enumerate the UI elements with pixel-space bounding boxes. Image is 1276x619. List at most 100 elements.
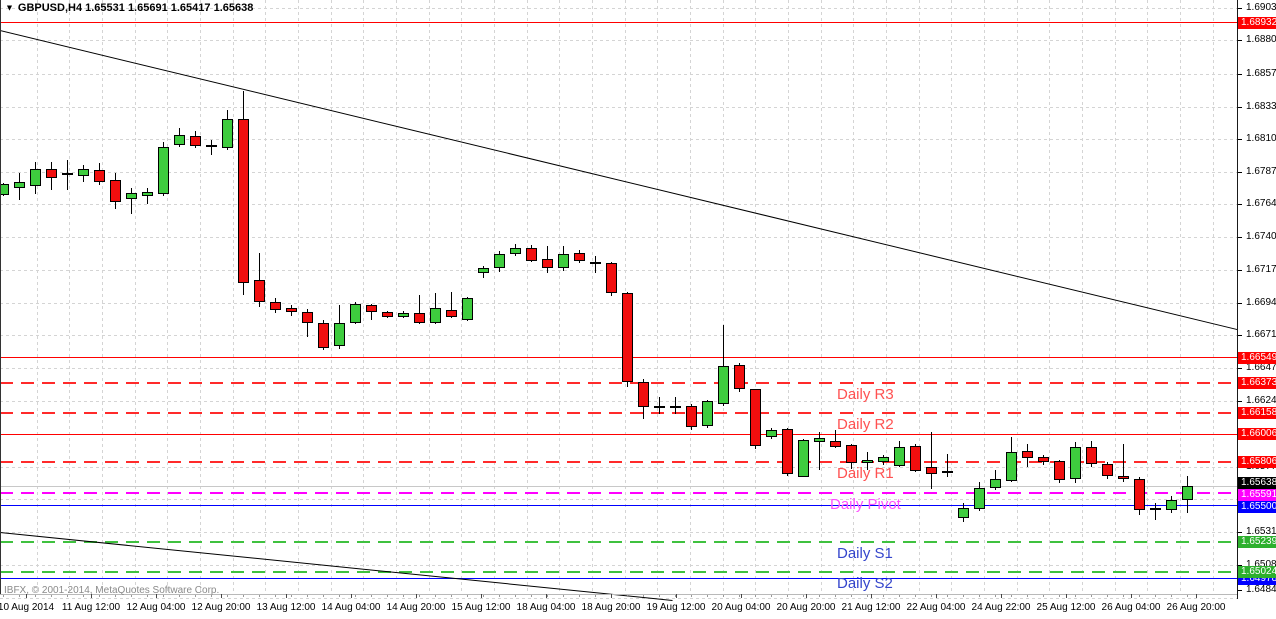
time-minor-tick: [1091, 595, 1092, 597]
time-minor-tick: [771, 595, 772, 597]
vgrid-line: [689, 0, 691, 594]
vgrid-line: [265, 0, 267, 594]
time-minor-tick: [851, 595, 852, 597]
time-minor-tick: [67, 595, 68, 597]
time-minor-tick: [99, 595, 100, 597]
time-minor-tick: [707, 595, 708, 597]
candle-body-up: [429, 307, 441, 323]
vgrid-line: [787, 0, 789, 594]
blue-level-line: [0, 504, 1237, 506]
candle-body-up: [493, 253, 505, 269]
time-minor-tick: [499, 595, 500, 597]
daily-r2-line: [0, 411, 1237, 414]
time-tick: [1066, 594, 1067, 598]
time-minor-tick: [579, 595, 580, 597]
candle-wick: [1154, 503, 1156, 521]
candle-wick: [1122, 444, 1124, 482]
pivot-label-daily-r2: Daily R2: [837, 415, 894, 433]
price-tick: [1238, 138, 1242, 140]
time-minor-tick: [979, 595, 980, 597]
price-tick: [1238, 590, 1242, 591]
time-minor-tick: [1059, 595, 1060, 597]
price-badge: 1.65638: [1238, 477, 1276, 490]
vgrid-line: [1147, 0, 1149, 594]
price-badge: 1.66549: [1238, 351, 1276, 364]
time-tick-label: 14 Aug 04:00: [321, 602, 381, 613]
candle-body-up: [173, 134, 185, 145]
time-tick-label: 22 Aug 04:00: [906, 602, 966, 613]
price-tick: [1238, 368, 1242, 370]
daily-pivot-line: [0, 491, 1237, 494]
time-minor-tick: [211, 595, 212, 597]
candle-body-down: [573, 252, 585, 262]
vgrid-line: [918, 0, 920, 594]
time-minor-tick: [323, 595, 324, 597]
candle-body-down: [1117, 475, 1129, 479]
candle-body-down: [237, 119, 249, 284]
time-minor-tick: [931, 595, 932, 597]
time-minor-tick: [195, 595, 196, 597]
time-minor-tick: [419, 595, 420, 597]
time-minor-tick: [675, 595, 676, 597]
vgrid-line: [493, 0, 495, 594]
candle-doji: [1149, 508, 1161, 511]
symbol-dropdown-icon[interactable]: ▼: [5, 3, 14, 13]
time-minor-tick: [691, 595, 692, 597]
time-minor-tick: [3, 595, 4, 597]
candle-body-up: [893, 447, 905, 467]
price-tick-label: 1.67640: [1246, 198, 1276, 210]
hgrid-line: [0, 172, 1237, 174]
time-tick-label: 11 Aug 12:00: [61, 602, 121, 613]
time-minor-tick: [307, 595, 308, 597]
candle-doji: [669, 406, 681, 408]
time-tick-label: 21 Aug 12:00: [841, 602, 901, 613]
time-tick: [286, 594, 287, 598]
candle-body-up: [717, 366, 729, 405]
price-axis-border: [1237, 0, 1238, 599]
candle-body-down: [1133, 478, 1145, 511]
time-minor-tick: [179, 595, 180, 597]
candle-body-down: [189, 136, 201, 146]
bid-line-line: [0, 485, 1237, 487]
candle-body-up: [141, 191, 153, 196]
candle-body-down: [781, 428, 793, 474]
candle-body-down: [317, 323, 329, 348]
price-tick: [1238, 564, 1242, 566]
candle-body-down: [413, 312, 425, 323]
vgrid-line: [755, 0, 757, 594]
price-tick-label: 1.66940: [1246, 296, 1276, 308]
vgrid-line: [591, 0, 593, 594]
resistance-line-high-line: [0, 22, 1237, 24]
hgrid-line: [0, 368, 1237, 370]
candle-wick: [130, 188, 132, 214]
vgrid-line: [559, 0, 561, 594]
time-minor-tick: [35, 595, 36, 597]
time-tick: [481, 594, 482, 598]
price-tick-label: 1.67175: [1246, 263, 1276, 275]
candle-body-down: [301, 312, 313, 323]
time-minor-tick: [147, 595, 148, 597]
time-minor-tick: [19, 595, 20, 597]
candle-body-down: [45, 168, 57, 179]
time-minor-tick: [163, 595, 164, 597]
vgrid-line: [820, 0, 822, 594]
price-tick-label: 1.68105: [1246, 132, 1276, 144]
candle-body-up: [29, 168, 41, 187]
candle-body-down: [1053, 461, 1065, 481]
time-minor-tick: [403, 595, 404, 597]
time-tick-label: 19 Aug 12:00: [646, 602, 706, 613]
time-minor-tick: [1107, 595, 1108, 597]
candle-body-down: [93, 169, 105, 182]
candle-body-up: [221, 118, 233, 149]
vgrid-line: [1049, 0, 1051, 594]
time-minor-tick: [131, 595, 132, 597]
candle-doji: [941, 471, 953, 474]
symbol-quote-text: GBPUSD,H4 1.65531 1.65691 1.65417 1.6563…: [17, 2, 254, 14]
time-tick: [221, 594, 222, 598]
candle-body-up: [477, 268, 489, 273]
time-tick: [741, 594, 742, 598]
candle-wick: [210, 139, 212, 156]
time-minor-tick: [227, 595, 228, 597]
candle-body-down: [525, 248, 537, 261]
vgrid-line: [428, 0, 430, 594]
